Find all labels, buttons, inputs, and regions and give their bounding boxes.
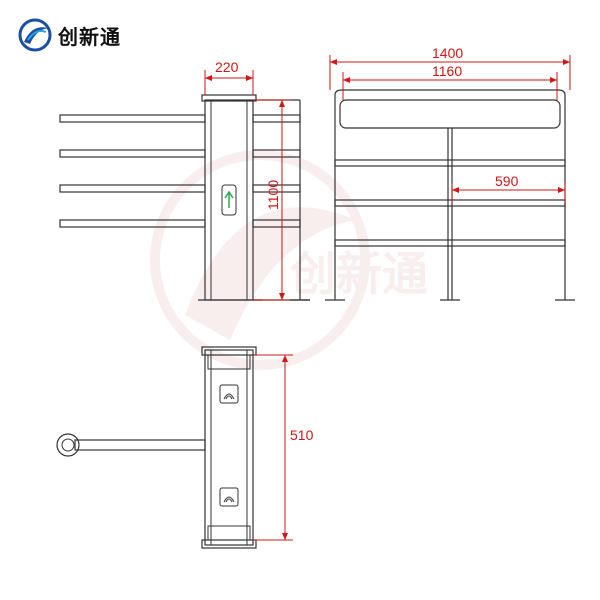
drawing-canvas: 创新通 创新通 bbox=[0, 0, 600, 600]
dim-height: 1100 bbox=[265, 180, 281, 210]
side-view: 1400 1160 590 bbox=[325, 45, 575, 300]
card-reader-icon bbox=[220, 385, 238, 403]
card-reader-icon bbox=[220, 488, 238, 506]
dim-front-width: 220 bbox=[215, 59, 239, 75]
dim-side-inner: 1160 bbox=[432, 63, 462, 79]
dim-top-depth: 510 bbox=[290, 427, 314, 443]
arrow-up-icon bbox=[225, 192, 233, 208]
dim-side-outer: 1400 bbox=[432, 45, 463, 61]
front-view: 220 1100 bbox=[60, 59, 310, 300]
top-view: 510 bbox=[57, 347, 314, 548]
orthographic-views: 220 1100 bbox=[0, 0, 600, 600]
dim-side-half: 590 bbox=[495, 173, 519, 189]
